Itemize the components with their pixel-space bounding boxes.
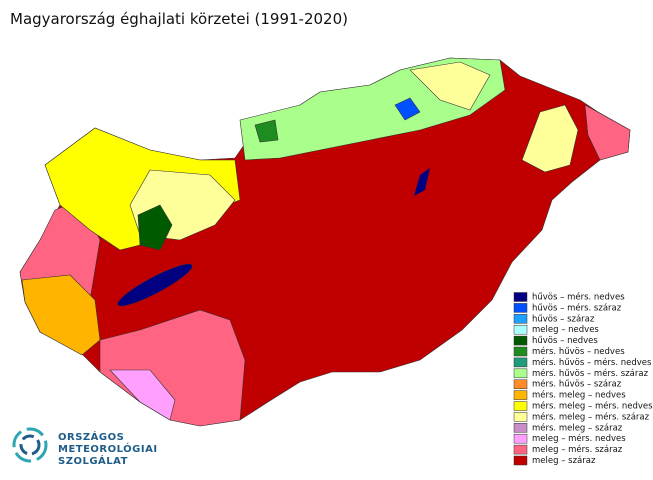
legend-swatch [513, 423, 528, 433]
legend-swatch [513, 455, 528, 466]
logo-mark [12, 427, 48, 463]
legend-label: meleg – mérs. nedves [532, 433, 626, 444]
legend-label: meleg – mérs. száraz [532, 444, 623, 455]
legend-label: mérs. meleg – mérs. száraz [532, 411, 650, 422]
legend-swatch [513, 444, 528, 455]
legend-swatch [513, 324, 528, 335]
legend-label: mérs. hűvös – mérs. száraz [532, 368, 649, 379]
legend-label: hűvös – nedves [532, 336, 598, 346]
legend-swatch [513, 412, 528, 422]
legend-swatch [513, 346, 528, 357]
legend-label: hűvös – száraz [532, 314, 595, 324]
legend-swatch [513, 314, 528, 324]
logo: ORSZÁGOS METEOROLÓGIAI SZOLGÁLAT [12, 427, 158, 467]
legend-swatch [513, 357, 528, 368]
region [137, 204, 173, 251]
title: Magyarország éghajlati körzetei (1991-20… [10, 10, 348, 28]
logo-mark [19, 434, 41, 456]
legend-swatch [513, 303, 528, 313]
legend-swatch [513, 379, 528, 389]
region [409, 61, 491, 111]
legend-label: mérs. hűvös – mérs. nedves [532, 357, 652, 368]
legend-swatch [513, 433, 528, 444]
region [394, 97, 421, 121]
logo-text: ORSZÁGOS [58, 430, 124, 443]
map [19, 57, 631, 427]
region [584, 104, 631, 161]
legend-label: meleg – nedves [532, 325, 599, 335]
legend-swatch [513, 401, 528, 411]
legend-label: hűvös – mérs. száraz [532, 302, 622, 313]
region [254, 119, 279, 143]
region [109, 369, 176, 421]
legend-label: mérs. meleg – száraz [532, 422, 623, 433]
region [21, 274, 101, 356]
legend-label: mérs. meleg – nedves [532, 390, 626, 401]
legend-label: hűvös – mérs. nedves [532, 292, 625, 303]
region [521, 104, 579, 173]
legend-label: mérs. meleg – mérs. nedves [532, 401, 653, 412]
logo-text: SZOLGÁLAT [58, 454, 128, 467]
legend-label: mérs. hűvös – nedves [532, 346, 625, 357]
lake-balaton [117, 263, 193, 307]
logo-text: METEOROLÓGIAI [58, 442, 158, 455]
legend-swatch [513, 335, 528, 346]
legend-swatch [513, 368, 528, 379]
legend-swatch [513, 390, 528, 400]
legend-label: mérs. hűvös – száraz [532, 379, 622, 390]
legend-swatch [513, 292, 528, 302]
legend-label: meleg – száraz [532, 456, 596, 466]
lake-tisza [414, 168, 430, 196]
